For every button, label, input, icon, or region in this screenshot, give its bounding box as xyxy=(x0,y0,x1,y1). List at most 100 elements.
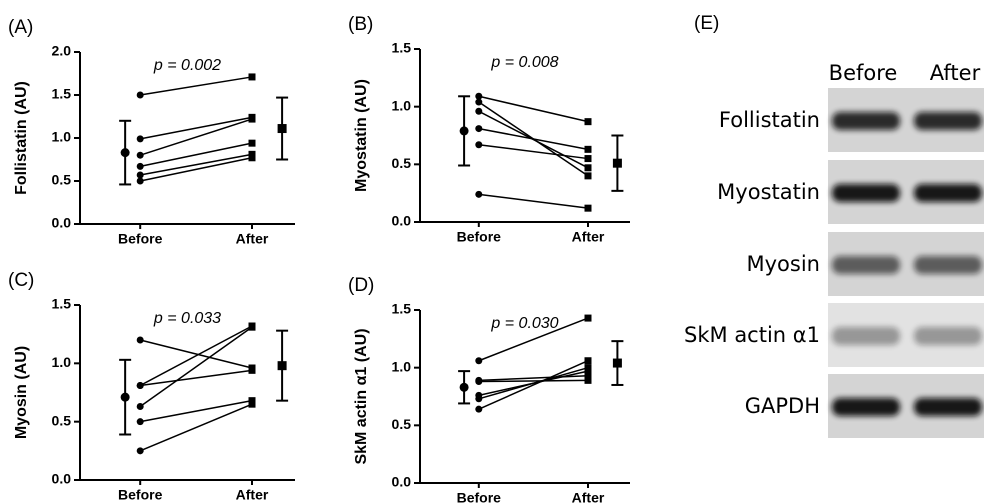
panel-label: (E) xyxy=(694,13,719,34)
subject-line xyxy=(140,154,252,175)
before-point xyxy=(475,108,482,115)
blot-row-label: SkM actin α1 xyxy=(684,323,820,347)
x-tick-label: Before xyxy=(457,229,502,245)
blot-band xyxy=(914,256,982,274)
blot-band xyxy=(832,184,900,202)
subject-line xyxy=(140,340,252,368)
blot-band xyxy=(832,256,900,274)
subject-line xyxy=(479,96,588,121)
before-point xyxy=(475,357,482,364)
before-point xyxy=(137,92,144,99)
p-value: p = 0.008 xyxy=(490,54,558,71)
y-tick-label: 1.0 xyxy=(392,97,412,113)
subject-line xyxy=(140,326,252,386)
subject-line xyxy=(140,77,252,95)
subject-line xyxy=(479,368,588,399)
x-tick-label: After xyxy=(236,487,269,503)
mean-marker xyxy=(121,148,130,157)
panel-label: (C) xyxy=(8,270,34,291)
panel-label: (A) xyxy=(8,17,33,38)
x-tick-label: Before xyxy=(457,490,502,503)
y-axis-label: Myostatin (AU) xyxy=(353,79,370,192)
blot-band xyxy=(832,327,900,345)
before-point xyxy=(137,337,144,344)
after-point xyxy=(585,172,592,179)
before-point xyxy=(137,403,144,410)
y-tick-label: 2.0 xyxy=(52,43,72,59)
before-point xyxy=(475,141,482,148)
before-point xyxy=(475,99,482,106)
before-point xyxy=(137,171,144,178)
before-point xyxy=(475,125,482,132)
before-point xyxy=(137,163,144,170)
mean-marker xyxy=(278,124,287,133)
after-point xyxy=(585,377,592,384)
mean-marker xyxy=(613,159,622,168)
y-tick-label: 0.5 xyxy=(392,155,412,171)
before-point xyxy=(137,135,144,142)
subject-line xyxy=(140,117,252,139)
y-tick-label: 1.5 xyxy=(52,86,72,102)
p-value: p = 0.033 xyxy=(153,310,221,327)
p-value: p = 0.002 xyxy=(153,57,221,74)
after-point xyxy=(249,401,256,408)
blot-band xyxy=(832,112,900,130)
before-point xyxy=(137,447,144,454)
y-tick-label: 0.0 xyxy=(52,471,72,487)
before-point xyxy=(137,152,144,159)
panel-label: (B) xyxy=(348,14,373,35)
before-point xyxy=(475,378,482,385)
x-tick-label: After xyxy=(236,231,269,247)
y-axis-label: SkM actin α1 (AU) xyxy=(353,328,370,464)
lane-label: Before xyxy=(829,61,898,85)
subject-line xyxy=(140,327,252,406)
before-point xyxy=(475,395,482,402)
subject-line xyxy=(140,143,252,166)
y-tick-label: 1.5 xyxy=(52,296,72,312)
after-point xyxy=(249,140,256,147)
after-point xyxy=(585,146,592,153)
mean-marker xyxy=(613,359,622,368)
after-point xyxy=(249,154,256,161)
panel-label: (D) xyxy=(348,275,374,296)
after-point xyxy=(249,73,256,80)
after-point xyxy=(585,118,592,125)
after-point xyxy=(249,116,256,123)
blot-band xyxy=(832,398,900,416)
blot-row-label: Follistatin xyxy=(719,108,820,132)
after-point xyxy=(585,315,592,322)
y-tick-label: 0.5 xyxy=(52,412,72,428)
after-point xyxy=(585,155,592,162)
before-point xyxy=(137,178,144,185)
subject-line xyxy=(479,380,588,381)
subject-line xyxy=(140,119,252,155)
blot-row-label: GAPDH xyxy=(745,394,820,418)
after-point xyxy=(585,364,592,371)
y-tick-label: 0.0 xyxy=(52,215,72,231)
y-tick-label: 1.0 xyxy=(52,354,72,370)
y-axis-label: Myosin (AU) xyxy=(13,346,30,439)
blot-band xyxy=(914,398,982,416)
y-tick-label: 0.0 xyxy=(392,474,412,490)
mean-marker xyxy=(278,361,287,370)
y-tick-label: 1.0 xyxy=(392,358,412,374)
before-point xyxy=(475,406,482,413)
after-point xyxy=(585,205,592,212)
subject-line xyxy=(140,158,252,181)
subject-line xyxy=(479,361,588,409)
after-point xyxy=(249,367,256,374)
after-point xyxy=(585,357,592,364)
y-tick-label: 1.0 xyxy=(52,129,72,145)
after-point xyxy=(585,164,592,171)
mean-marker xyxy=(121,393,130,402)
blot-band xyxy=(914,327,982,345)
blot-row-label: Myostatin xyxy=(717,180,820,204)
before-point xyxy=(137,382,144,389)
blot-band xyxy=(914,184,982,202)
y-tick-label: 1.5 xyxy=(392,40,412,56)
subject-line xyxy=(140,370,252,385)
y-tick-label: 0.0 xyxy=(392,213,412,229)
x-tick-label: Before xyxy=(118,231,163,247)
subject-line xyxy=(479,194,588,208)
blot-row-label: Myosin xyxy=(747,252,820,276)
